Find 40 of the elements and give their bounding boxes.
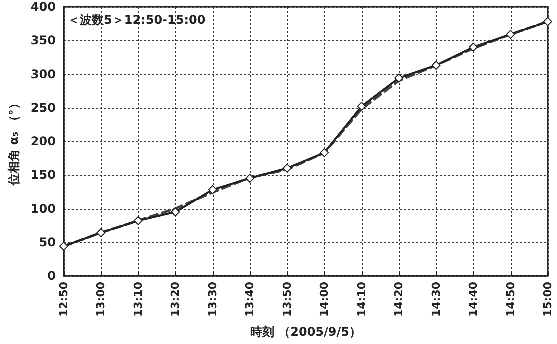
y-tick-label: 400 (30, 0, 56, 14)
point (134, 216, 143, 226)
x-tick-label: 14:50 (504, 282, 518, 318)
y-tick-label: 0 (48, 269, 56, 283)
point (320, 148, 330, 158)
y-tick-label: 250 (30, 100, 56, 115)
x-tick-label: 13:10 (132, 282, 145, 318)
y-tick-label: 350 (30, 34, 56, 48)
point (96, 228, 106, 238)
point (246, 174, 255, 183)
y-tick-label: 150 (30, 168, 56, 182)
x-tick-label: 13:50 (280, 282, 294, 318)
point (394, 74, 404, 83)
x-tick-label: 13:00 (94, 282, 108, 318)
x-tick-label: 15:00 (542, 282, 554, 318)
x-tick-label: 14:10 (355, 282, 368, 318)
x-tick-label: 13:30 (206, 282, 220, 318)
x-tick-label: 13:20 (169, 282, 182, 318)
point (469, 42, 478, 52)
y-tick-label: 100 (30, 202, 56, 216)
point (357, 102, 366, 112)
y-axis-title: 位相角 α₅ （°） (7, 98, 21, 186)
x-axis-title: 時刻 （2005/9/5） (250, 325, 362, 339)
point (282, 164, 292, 173)
x-tick-label: 13:40 (244, 282, 257, 318)
point (432, 61, 441, 70)
x-tick-label: 14:40 (467, 282, 480, 318)
annotation: ＜波数5＞12:50-15:00 (68, 13, 206, 27)
point (208, 185, 218, 194)
x-tick-label: 14:20 (392, 282, 406, 318)
x-tick-label: 14:30 (430, 282, 443, 318)
y-tick-label: 50 (39, 235, 56, 250)
y-tick-label: 200 (30, 134, 56, 148)
point (171, 208, 180, 217)
point (544, 17, 552, 26)
x-tick-label: 14:00 (318, 282, 332, 318)
point (59, 242, 68, 251)
x-tick-label: 12:50 (57, 282, 70, 318)
y-tick-label: 300 (30, 67, 56, 82)
point (506, 30, 516, 40)
